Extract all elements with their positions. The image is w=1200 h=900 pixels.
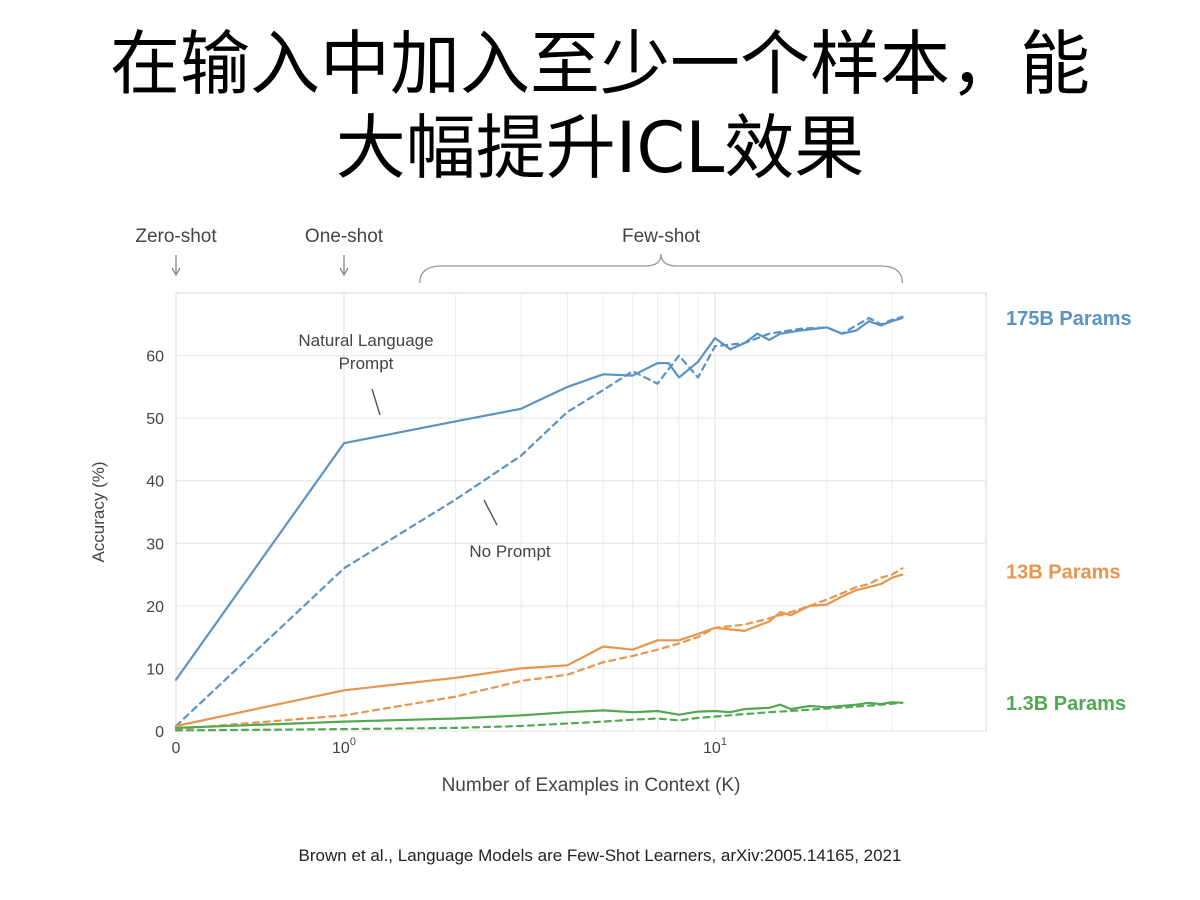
region-arrowhead [339,267,349,277]
x-axis-label: Number of Examples in Context (K) [442,775,741,796]
series-group [174,315,904,732]
x-tick-label: 100 [332,736,356,757]
annotation-pointer [483,499,498,526]
x-tick-label: 101 [703,736,727,757]
plot-area [175,292,987,732]
annotation-no-prompt: No Prompt [469,542,551,561]
series-label-175B: 175B Params [1006,308,1132,330]
y-tick-label: 10 [146,661,164,678]
region-label: Zero-shot [135,226,217,247]
y-tick-label: 60 [146,349,164,366]
annotation-natural-language-prompt-line2: Prompt [339,354,394,373]
y-tick-label: 30 [146,536,164,553]
grid [175,293,986,732]
y-tick-label: 40 [146,474,164,491]
series-label-13B: 13B Params [1006,561,1121,583]
series-line-175B-solid [174,316,904,681]
series-line-175B-dashed [174,315,904,728]
citation: Brown et al., Language Models are Few-Sh… [298,846,902,865]
slide-title: 在输入中加入至少一个样本，能 大幅提升ICL效果 [0,22,1200,190]
region-arrowhead [171,267,181,277]
shot-regions: Zero-shot One-shot Few-shot [135,226,904,284]
slide-title-line2: 大幅提升ICL效果 [335,107,865,189]
y-tick-label: 20 [146,599,164,616]
x-tick-label: 0 [172,740,181,757]
y-tick-label: 0 [155,724,164,741]
region-label: Few-shot [622,226,701,247]
series-label-1_3B: 1.3B Params [1006,693,1126,715]
series-line-1_3B-dashed [174,701,904,732]
series-line-13B-solid [174,573,904,728]
y-tick-label: 50 [146,411,164,428]
y-axis-label: Accuracy (%) [89,461,108,562]
annotation-pointer [371,388,381,416]
region-label: One-shot [305,226,384,247]
series-line-13B-dashed [174,567,904,731]
few-shot-brace [419,253,904,284]
slide-title-line1: 在输入中加入至少一个样本，能 [110,23,1090,105]
series-line-1_3B-solid [174,701,904,729]
annotation-natural-language-prompt: Natural Language [298,331,433,350]
